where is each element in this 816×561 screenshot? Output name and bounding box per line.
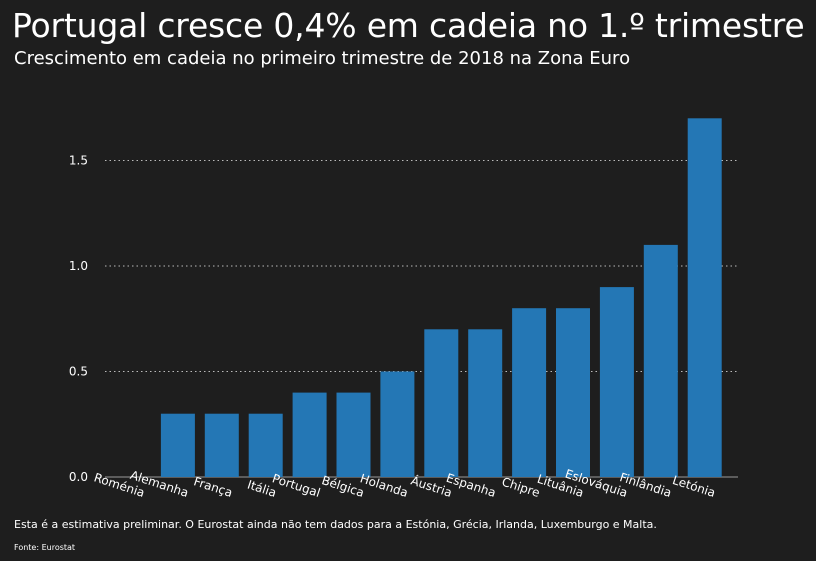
bar-1 [160,413,195,477]
x-tick-label: Chipre [500,475,541,500]
chart-title: Portugal cresce 0,4% em cadeia no 1.º tr… [12,6,805,45]
bar-5 [336,392,371,477]
bar-13 [687,118,722,478]
x-tick-label: França [192,474,234,500]
source-credit: Fonte: Eurostat [14,543,76,552]
bar-10 [556,308,590,477]
bar-11 [599,287,634,477]
bar-7 [424,329,459,477]
bar-8 [468,329,503,477]
bar-3 [248,413,283,477]
bar-2 [204,413,239,477]
y-tick-label: 0.5 [69,365,88,379]
bar-12 [643,244,678,477]
y-tick-label: 0.0 [69,470,88,484]
bar-4 [292,392,327,477]
bar-6 [380,371,415,477]
y-tick-label: 1.5 [69,154,88,168]
bar-9 [512,308,547,477]
y-tick-label: 1.0 [69,259,88,273]
footnote: Esta é a estimativa preliminar. O Eurost… [14,518,657,531]
chart-subtitle: Crescimento em cadeia no primeiro trimes… [14,48,631,69]
